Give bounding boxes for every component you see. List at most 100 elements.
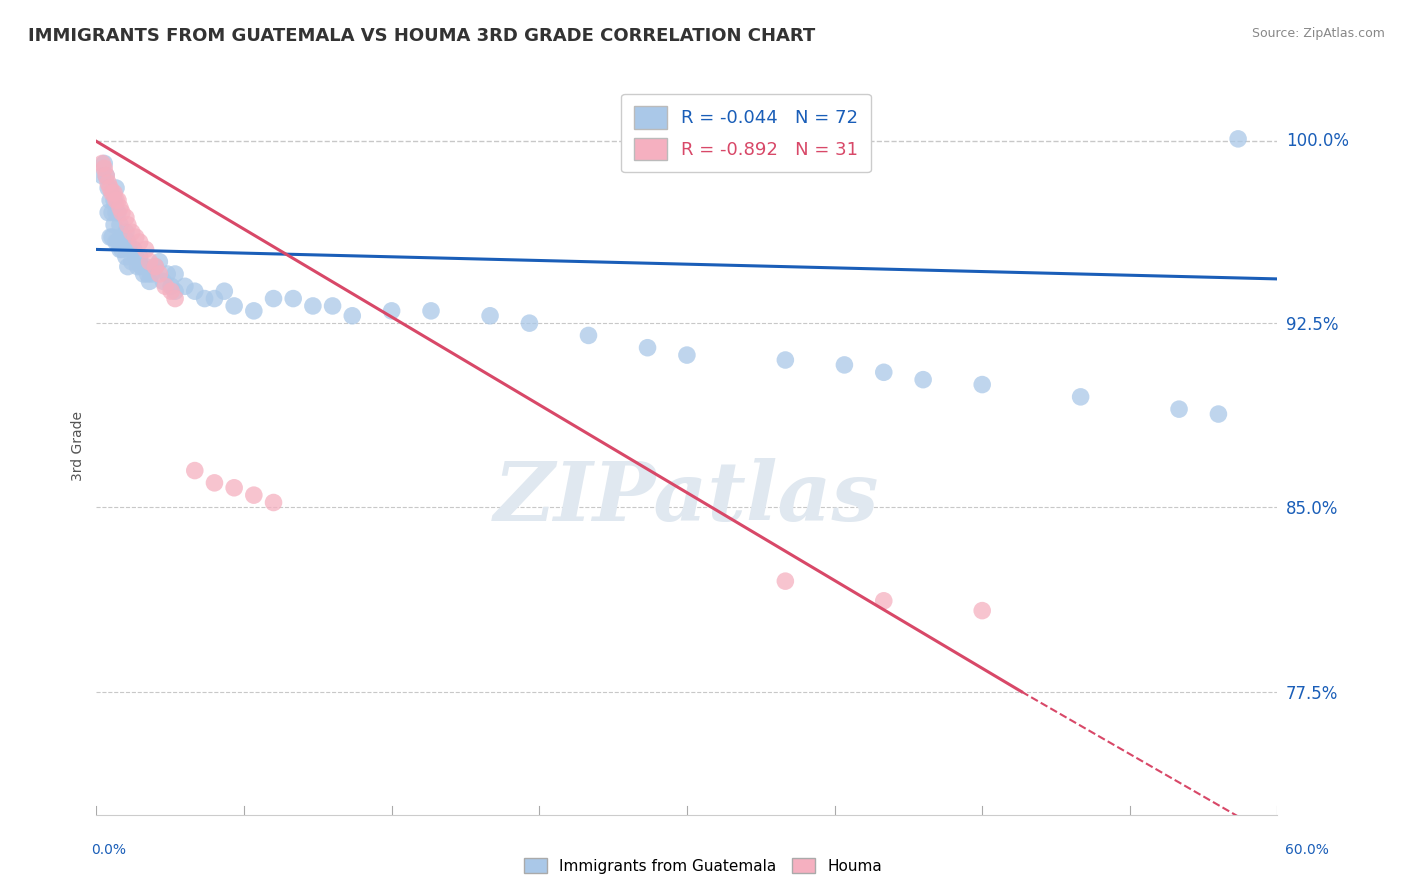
Point — [115, 211, 138, 225]
Point — [101, 186, 124, 200]
Point — [108, 243, 131, 257]
Point — [91, 156, 114, 170]
Point — [122, 243, 145, 257]
Point — [155, 279, 177, 293]
Point — [138, 254, 160, 268]
Point — [834, 358, 856, 372]
Point — [263, 495, 285, 509]
Text: ZIPatlas: ZIPatlas — [494, 458, 880, 538]
Point — [108, 218, 131, 232]
Point — [381, 303, 404, 318]
Point — [132, 267, 155, 281]
Text: Source: ZipAtlas.com: Source: ZipAtlas.com — [1251, 27, 1385, 40]
Point — [578, 328, 600, 343]
Point — [101, 230, 124, 244]
Point — [165, 284, 187, 298]
Point — [97, 205, 120, 219]
Point — [873, 594, 896, 608]
Point — [105, 181, 128, 195]
Point — [118, 243, 141, 257]
Y-axis label: 3rd Grade: 3rd Grade — [72, 411, 86, 481]
Point — [145, 260, 167, 274]
Point — [108, 201, 131, 215]
Point — [156, 267, 179, 281]
Point — [107, 194, 129, 208]
Point — [125, 250, 148, 264]
Point — [145, 260, 167, 274]
Point — [160, 284, 183, 298]
Point — [111, 230, 134, 244]
Point — [224, 481, 246, 495]
Point — [148, 254, 170, 268]
Point — [117, 218, 139, 232]
Point — [107, 205, 129, 219]
Point — [111, 205, 134, 219]
Point — [912, 373, 935, 387]
Point — [224, 299, 246, 313]
Point — [98, 230, 121, 244]
Point — [204, 475, 226, 490]
Point — [121, 254, 143, 268]
Point — [107, 235, 129, 249]
Point — [131, 260, 153, 274]
Point — [873, 365, 896, 379]
Point — [103, 194, 125, 208]
Point — [322, 299, 344, 313]
Point — [214, 284, 236, 298]
Point — [194, 292, 217, 306]
Point — [115, 250, 138, 264]
Point — [93, 156, 115, 170]
Point — [111, 243, 134, 257]
Point — [972, 377, 994, 392]
Point — [97, 176, 120, 190]
Point — [98, 194, 121, 208]
Point — [117, 260, 139, 274]
Point — [165, 292, 187, 306]
Point — [152, 274, 174, 288]
Point — [283, 292, 305, 306]
Point — [204, 292, 226, 306]
Point — [138, 274, 160, 288]
Point — [243, 303, 266, 318]
Point — [160, 279, 183, 293]
Point — [91, 169, 114, 183]
Point — [184, 284, 207, 298]
Point — [127, 260, 149, 274]
Point — [117, 235, 139, 249]
Point — [263, 292, 285, 306]
Point — [105, 205, 128, 219]
Point — [1208, 407, 1230, 421]
Point — [103, 186, 125, 200]
Point — [342, 309, 364, 323]
Point — [93, 161, 115, 176]
Point — [136, 267, 159, 281]
Legend: R = -0.044   N = 72, R = -0.892   N = 31: R = -0.044 N = 72, R = -0.892 N = 31 — [621, 94, 870, 172]
Point — [775, 574, 797, 589]
Point — [165, 267, 187, 281]
Point — [105, 194, 128, 208]
Point — [105, 235, 128, 249]
Point — [98, 181, 121, 195]
Point — [121, 225, 143, 239]
Point — [972, 604, 994, 618]
Point — [97, 181, 120, 195]
Point — [141, 267, 163, 281]
Point — [135, 243, 157, 257]
Point — [103, 218, 125, 232]
Point — [174, 279, 197, 293]
Text: 60.0%: 60.0% — [1285, 843, 1329, 857]
Point — [148, 267, 170, 281]
Point — [125, 230, 148, 244]
Point — [96, 169, 118, 183]
Point — [243, 488, 266, 502]
Point — [1168, 402, 1191, 417]
Text: IMMIGRANTS FROM GUATEMALA VS HOUMA 3RD GRADE CORRELATION CHART: IMMIGRANTS FROM GUATEMALA VS HOUMA 3RD G… — [28, 27, 815, 45]
Point — [115, 225, 138, 239]
Point — [1227, 132, 1250, 146]
Point — [479, 309, 502, 323]
Point — [775, 353, 797, 368]
Point — [676, 348, 699, 362]
Point — [101, 205, 124, 219]
Point — [1070, 390, 1092, 404]
Point — [96, 169, 118, 183]
